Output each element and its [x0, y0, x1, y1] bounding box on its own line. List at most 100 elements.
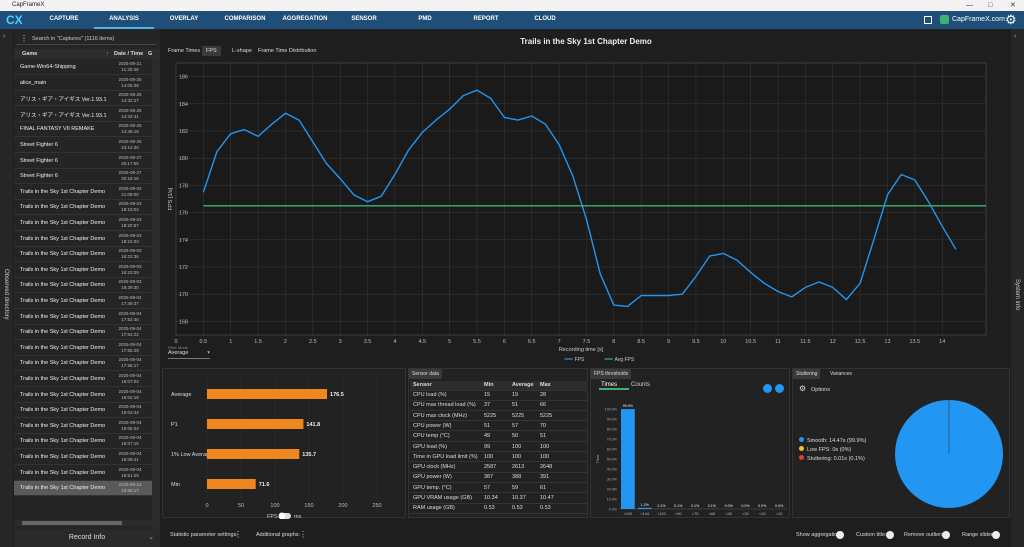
tab-capture[interactable]: CAPTURE	[49, 16, 79, 22]
capture-row[interactable]: Trails in the Sky 1st Chapter Demo 2025-0…	[14, 247, 152, 263]
tab-times[interactable]: Times	[599, 382, 629, 390]
capture-row[interactable]: Trails in the Sky 1st Chapter Demo 2025-0…	[14, 185, 152, 200]
gear-icon[interactable]: ⚙	[1005, 12, 1017, 27]
capture-row[interactable]: Trails in the Sky 1st Chapter Demo 2025-0…	[14, 216, 152, 231]
tab-pmd[interactable]: PMD	[418, 16, 432, 22]
tab-report[interactable]: REPORT	[473, 16, 499, 22]
capture-row[interactable]: Trails in the Sky 1st Chapter Demo 2025-0…	[14, 278, 152, 294]
chevron-right-icon[interactable]: ›	[3, 33, 6, 40]
tab-analysis[interactable]: ANALYSIS	[94, 11, 154, 29]
col-date-header[interactable]: Date / Time	[114, 51, 144, 57]
show-aggregation-toggle[interactable]	[836, 531, 844, 539]
tab-counts[interactable]: Counts	[631, 382, 651, 388]
gear-icon[interactable]: ⚙	[799, 384, 807, 393]
close-button[interactable]: ✕	[1010, 2, 1016, 9]
capture-datetime: 2025-09-03 18:22:03	[110, 233, 150, 245]
capture-datetime: 2025-09-04 19:51:29	[110, 467, 150, 479]
website-link[interactable]: CapFrameX.com	[952, 16, 1005, 23]
maximize-button[interactable]: □	[988, 2, 993, 9]
capture-game: alice_main	[20, 79, 47, 86]
tab-frame-times[interactable]: Frame Times	[168, 48, 201, 54]
tab-fps[interactable]: FPS	[202, 46, 221, 56]
capture-row[interactable]: Trails in the Sky 1st Chapter Demo 2025-0…	[14, 419, 152, 434]
capture-row[interactable]: Trails in the Sky 1st Chapter Demo 2025-0…	[14, 434, 152, 450]
additional-graphs-menu-icon[interactable]: ⋮	[299, 530, 307, 539]
capture-row[interactable]: アリス・ギア・アイギス Ver.1.93.1 2025-08-25 14:32:41	[14, 107, 152, 122]
tab-stuttering[interactable]: Stuttering	[793, 369, 821, 379]
tab-sensor-data[interactable]: Sensor data	[409, 369, 442, 379]
tab-comparison[interactable]: COMPARISON	[224, 16, 266, 22]
x-tick-label: 4	[393, 339, 396, 345]
capture-row[interactable]: Street Fighter 6 2025-08-27 20:18:16	[14, 169, 152, 185]
link-icon[interactable]	[940, 15, 949, 24]
capture-game: Trails in the Sky 1st Chapter Demo	[20, 360, 106, 367]
y-tick-label: 186	[179, 75, 188, 81]
stat-settings-menu-icon[interactable]: ⋮	[234, 530, 242, 539]
y-tick-label: 0.0%	[609, 508, 618, 512]
search-input[interactable]: Search in "Captures" (1116 items)	[16, 33, 156, 45]
capture-row[interactable]: Trails in the Sky 1st Chapter Demo 2025-0…	[14, 232, 152, 247]
x-tick-label: 5.5	[473, 339, 481, 345]
horizontal-scrollbar-thumb[interactable]	[22, 521, 122, 525]
record-info-button[interactable]: Record Info ⌄	[14, 529, 160, 547]
tab-l-shape[interactable]: L-shape	[232, 48, 252, 54]
sensor-cell: 61	[540, 484, 547, 491]
edit-icon[interactable]	[763, 384, 772, 393]
menu-dots-icon[interactable]: ⋮	[20, 34, 28, 43]
screenshot-icon[interactable]	[924, 16, 932, 24]
minimize-button[interactable]: —	[966, 2, 973, 9]
x-tick-label: 50	[238, 503, 244, 509]
col-game-header[interactable]: Game	[22, 51, 38, 57]
tab-aggregation[interactable]: AGGREGATION	[282, 16, 328, 22]
capture-row[interactable]: Trails in the Sky 1st Chapter Demo 2025-0…	[14, 356, 152, 372]
system-info-strip[interactable]: ‹ System info	[1011, 29, 1024, 547]
capture-row[interactable]: Trails in the Sky 1st Chapter Demo 2025-0…	[14, 450, 152, 465]
custom-title-toggle[interactable]	[886, 531, 894, 539]
capture-row[interactable]: Trails in the Sky 1st Chapter Demo 2025-0…	[14, 325, 152, 341]
capture-row[interactable]: FINAL FANTASY VII REMAKE 2025-08-25 14:48:…	[14, 122, 152, 138]
capture-row[interactable]: Street Fighter 6 2025-08-27 20:17:55	[14, 154, 152, 169]
capture-row[interactable]: Trails in the Sky 1st Chapter Demo 2025-0…	[14, 200, 152, 216]
remove-outliers-toggle[interactable]	[942, 531, 950, 539]
capture-row[interactable]: Trails in the Sky 1st Chapter Demo 2025-0…	[14, 466, 152, 481]
capture-row[interactable]: Trails in the Sky 1st Chapter Demo 2025-0…	[14, 294, 152, 309]
x-tick-label: 9	[667, 339, 670, 345]
tab-frame-time-distribution[interactable]: Frame Time Distribution	[258, 48, 317, 54]
share-icon[interactable]	[775, 384, 784, 393]
data-point	[985, 205, 987, 207]
filter-mode-select[interactable]: Average ▾	[168, 350, 210, 359]
capture-row[interactable]: Trails in the Sky 1st Chapter Demo 2025-0…	[14, 372, 152, 387]
capture-time: 23:14:30	[121, 145, 139, 150]
capture-row[interactable]: Trails in the Sky 1st Chapter Demo 2025-0…	[14, 310, 152, 325]
horizontal-scrollbar[interactable]	[14, 520, 152, 526]
capture-row[interactable]: Game-Win64-Shipping 2025-08-21 11:30:46	[14, 60, 152, 75]
sensor-cell: 99	[484, 443, 491, 450]
capture-row[interactable]: Trails in the Sky 1st Chapter Demo 2025-0…	[14, 388, 152, 403]
tab-variances[interactable]: Variances	[830, 371, 852, 377]
capture-list-scrollbar[interactable]	[152, 59, 160, 546]
chevron-left-icon[interactable]: ‹	[1014, 33, 1017, 40]
capture-row[interactable]: alice_main 2025-08-25 14:05:39	[14, 76, 152, 91]
data-point	[859, 283, 861, 284]
col-extra-header[interactable]: G	[148, 51, 153, 57]
unit-toggle-knob[interactable]	[278, 512, 286, 520]
tab-overlay[interactable]: OVERLAY	[169, 16, 199, 22]
tab-cloud[interactable]: CLOUD	[534, 16, 556, 22]
capture-row[interactable]: Trails in the Sky 1st Chapter Demo 2025-0…	[14, 403, 152, 419]
tab-fps-thresholds[interactable]: FPS thresholds	[591, 369, 632, 379]
observed-directory-strip[interactable]: › Observed directory	[0, 29, 13, 547]
sort-arrow-icon[interactable]: ↑	[106, 51, 109, 57]
capture-row[interactable]: Trails in the Sky 1st Chapter Demo 2025-0…	[14, 263, 152, 278]
capture-row[interactable]: Street Fighter 6 2025-08-26 23:14:30	[14, 138, 152, 153]
capture-row[interactable]: Trails in the Sky 1st Chapter Demo 2025-0…	[14, 481, 152, 497]
capture-game: Trails in the Sky 1st Chapter Demo	[20, 422, 106, 429]
sensor-cell: 19	[512, 392, 519, 398]
capture-row[interactable]: Trails in the Sky 1st Chapter Demo 2025-0…	[14, 341, 152, 356]
capture-datetime: 2025-09-04 17:49:37	[110, 295, 150, 307]
options-button[interactable]: Options	[811, 387, 830, 393]
capture-time: 17:49:37	[121, 301, 139, 306]
range-slider-toggle[interactable]	[992, 531, 1000, 539]
tab-sensor[interactable]: SENSOR	[351, 16, 377, 22]
capture-row[interactable]: アリス・ギア・アイギス Ver.1.93.1 2025-08-25 14:32:27	[14, 91, 152, 107]
y-tick-label: 184	[179, 102, 188, 108]
